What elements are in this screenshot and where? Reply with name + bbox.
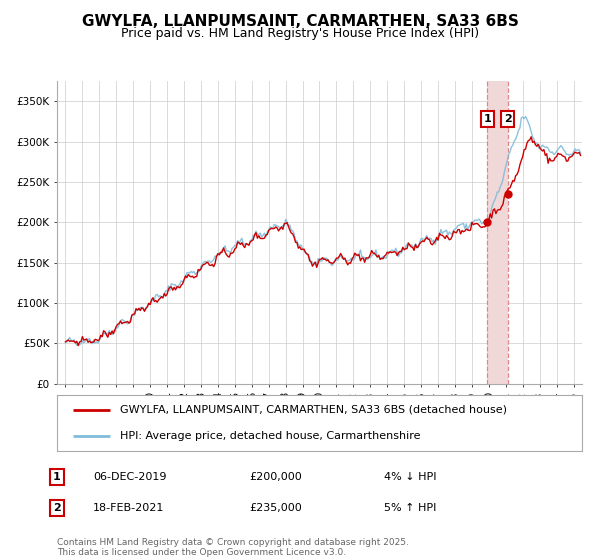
Text: 5% ↑ HPI: 5% ↑ HPI xyxy=(384,503,436,513)
Text: GWYLFA, LLANPUMSAINT, CARMARTHEN, SA33 6BS: GWYLFA, LLANPUMSAINT, CARMARTHEN, SA33 6… xyxy=(82,14,518,29)
Text: 18-FEB-2021: 18-FEB-2021 xyxy=(93,503,164,513)
Text: 2: 2 xyxy=(504,114,512,124)
Text: £200,000: £200,000 xyxy=(249,472,302,482)
Text: Price paid vs. HM Land Registry's House Price Index (HPI): Price paid vs. HM Land Registry's House … xyxy=(121,27,479,40)
Text: 4% ↓ HPI: 4% ↓ HPI xyxy=(384,472,437,482)
Text: 1: 1 xyxy=(53,472,61,482)
Text: Contains HM Land Registry data © Crown copyright and database right 2025.
This d: Contains HM Land Registry data © Crown c… xyxy=(57,538,409,557)
Text: GWYLFA, LLANPUMSAINT, CARMARTHEN, SA33 6BS (detached house): GWYLFA, LLANPUMSAINT, CARMARTHEN, SA33 6… xyxy=(120,405,507,415)
Text: £235,000: £235,000 xyxy=(249,503,302,513)
Text: 06-DEC-2019: 06-DEC-2019 xyxy=(93,472,167,482)
Text: HPI: Average price, detached house, Carmarthenshire: HPI: Average price, detached house, Carm… xyxy=(120,431,421,441)
Text: 2: 2 xyxy=(53,503,61,513)
Bar xyxy=(487,81,508,384)
Text: 1: 1 xyxy=(484,114,491,124)
